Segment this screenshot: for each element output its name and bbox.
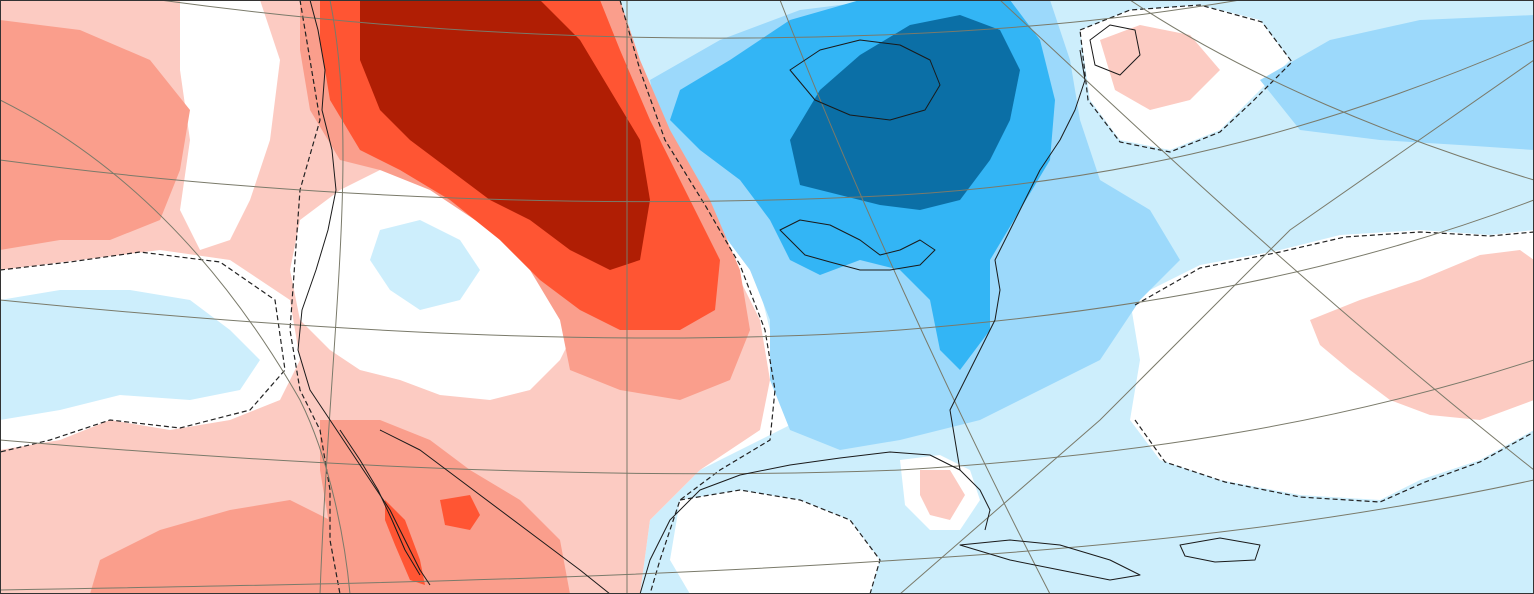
coastline-west-coast bbox=[297, 0, 431, 586]
coastline-mexico-pacific bbox=[379, 429, 611, 594]
warm-moderate-pacific-west bbox=[0, 20, 190, 250]
cool-weak-band-pacific bbox=[0, 290, 260, 420]
graticule-parallel-3 bbox=[0, 479, 1534, 591]
zero-contour-atlantic-south bbox=[1134, 419, 1534, 503]
coastline-hispaniola bbox=[1179, 537, 1261, 563]
zero-contour-atlantic bbox=[1134, 231, 1534, 306]
coastline-cuba bbox=[959, 539, 1141, 581]
cool-weak-interior-west bbox=[370, 220, 480, 310]
graticule-meridian-4 bbox=[779, 0, 1051, 594]
coastline-gulf bbox=[639, 451, 991, 594]
warm-moderate-pacific-south bbox=[90, 500, 340, 594]
graticule-parallel-4 bbox=[0, 39, 1534, 203]
zero-contour-north-atlantic bbox=[1079, 4, 1293, 153]
north-atlantic-warm-core bbox=[1100, 25, 1220, 110]
neutral-strip-western bbox=[180, 0, 280, 250]
graticule-meridian-1 bbox=[0, 99, 351, 594]
coastline-east-coast bbox=[949, 49, 1086, 471]
zero-contour-pacific bbox=[0, 251, 286, 453]
zero-contour-gulf bbox=[679, 489, 881, 594]
eastern-canada-cold-anomaly bbox=[790, 15, 1020, 210]
warm-weak-florida-patch bbox=[920, 470, 965, 520]
cool-moderate-north-atlantic bbox=[1260, 15, 1534, 150]
graticule-parallel-5 bbox=[159, 0, 1241, 39]
graticule-parallel-1 bbox=[0, 199, 1534, 339]
graticule-parallel-2 bbox=[0, 359, 1534, 475]
neutral-gulf-patch bbox=[670, 490, 880, 594]
coastline-baja bbox=[339, 429, 421, 576]
great-lakes bbox=[779, 219, 936, 271]
coastline-hudson-bay bbox=[789, 39, 941, 121]
graticule-meridian-6 bbox=[1129, 0, 1534, 181]
warm-strong-mexico-spot bbox=[440, 495, 480, 530]
graticule-meridian-5 bbox=[999, 0, 1534, 471]
coastline-newfoundland bbox=[1089, 24, 1141, 76]
zero-contour-east bbox=[619, 0, 776, 594]
graticule-meridian-7 bbox=[899, 59, 1534, 594]
western-north-america-warm-anomaly bbox=[360, 0, 650, 270]
graticule-meridian-2 bbox=[319, 0, 344, 594]
warm-strong-baja-tip bbox=[385, 500, 425, 585]
